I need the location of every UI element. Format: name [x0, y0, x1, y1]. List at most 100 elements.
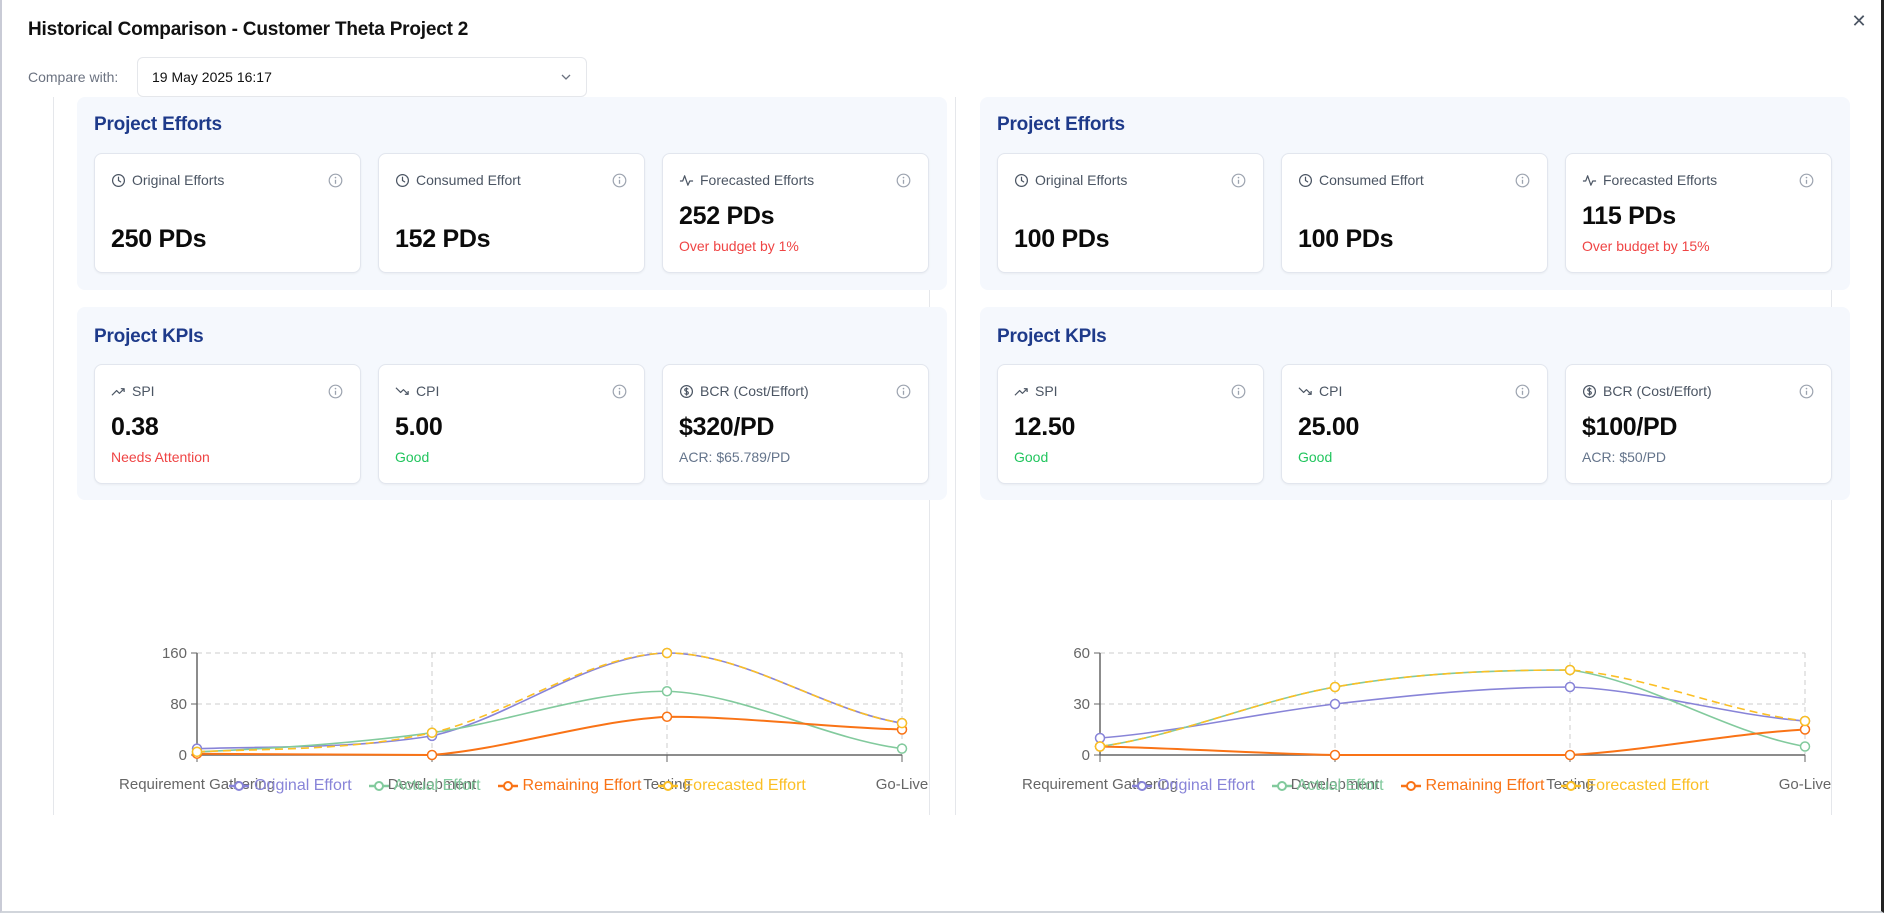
kpi-status: Good	[1014, 449, 1049, 465]
series-line-actual	[1099, 669, 1806, 748]
card-label: BCR (Cost/Effort)	[700, 383, 809, 399]
series-line-actual	[196, 690, 903, 753]
series-line-forecasted	[1099, 669, 1806, 748]
info-icon[interactable]	[612, 173, 627, 188]
kpi-value: 0.38	[111, 413, 159, 441]
info-icon[interactable]	[896, 173, 911, 188]
kpi-value: $320/PD	[679, 413, 775, 441]
card-header: Forecasted Efforts	[679, 172, 814, 188]
card-header: Forecasted Efforts	[1582, 172, 1717, 188]
kpi-value: 25.00	[1298, 413, 1360, 441]
card-value: 100 PDs	[1014, 225, 1110, 253]
kpi-status: ACR: $65.789/PD	[679, 449, 791, 465]
info-icon[interactable]	[1515, 173, 1530, 188]
info-icon[interactable]	[328, 173, 343, 188]
card-label: BCR (Cost/Effort)	[1603, 383, 1712, 399]
card-header: CPI	[395, 383, 439, 399]
card-header: SPI	[1014, 383, 1058, 399]
x-tick-label: Go-Live	[1779, 776, 1832, 793]
data-point-forecasted	[661, 647, 673, 659]
kpi-card-bcr-cost-effort: BCR (Cost/Effort) $100/PD ACR: $50/PD	[1565, 364, 1832, 484]
legend-label: Remaining Effort	[522, 777, 642, 794]
effort-card-original-efforts: Original Efforts 250 PDs	[94, 153, 361, 273]
legend-item-actual[interactable]: Actual Effort	[368, 777, 481, 795]
x-tick-label: Development	[388, 776, 477, 793]
info-icon[interactable]	[896, 384, 911, 399]
info-icon[interactable]	[1515, 384, 1530, 399]
panel-divider	[955, 97, 956, 815]
card-value: 152 PDs	[395, 225, 491, 253]
effort-card-original-efforts: Original Efforts 100 PDs	[997, 153, 1264, 273]
section-title: Project KPIs	[997, 326, 1107, 347]
data-point-forecasted	[896, 717, 908, 729]
data-point-remaining	[1799, 724, 1811, 735]
dollar-circle-icon	[1582, 384, 1597, 398]
legend-item-actual[interactable]: Actual Effort	[1271, 777, 1384, 795]
legend-item-forecasted[interactable]: Forecasted Effort	[657, 777, 806, 795]
card-header: Consumed Effort	[1298, 172, 1424, 188]
series-line-remaining	[1099, 728, 1806, 756]
info-icon[interactable]	[1799, 384, 1814, 399]
activity-icon	[679, 174, 694, 186]
kpi-value: 12.50	[1014, 413, 1076, 441]
legend-label: Forecasted Effort	[683, 777, 806, 794]
x-tick-label: Go-Live	[876, 776, 929, 793]
effort-card-consumed-effort: Consumed Effort 152 PDs	[378, 153, 645, 273]
legend-label: Original Effort	[1157, 777, 1255, 794]
info-icon[interactable]	[612, 384, 627, 399]
legend-item-remaining[interactable]: Remaining Effort	[1400, 777, 1544, 795]
trending-up-icon	[111, 387, 125, 396]
chart-legend: Original Effort Actual Effort Remaining Ef…	[980, 777, 1860, 795]
clock-icon	[1014, 173, 1029, 187]
compare-with-label: Compare with:	[28, 69, 119, 85]
line-marker-icon	[658, 781, 679, 791]
legend-item-original[interactable]: Original Effort	[228, 777, 352, 795]
compare-with-select[interactable]: 19 May 2025 16:17	[137, 57, 587, 97]
legend-item-remaining[interactable]: Remaining Effort	[497, 777, 642, 795]
card-label: Original Efforts	[132, 172, 225, 188]
legend-label: Forecasted Effort	[1586, 777, 1709, 794]
card-label: CPI	[1319, 383, 1343, 399]
info-icon[interactable]	[1799, 173, 1814, 188]
data-point-original	[1564, 681, 1576, 693]
panel-left-border	[53, 97, 54, 815]
card-header: Original Efforts	[111, 172, 224, 188]
chevron-down-icon	[561, 74, 571, 80]
data-point-forecasted	[426, 727, 438, 738]
card-value: 252 PDs	[679, 202, 775, 230]
line-marker-icon	[1271, 781, 1292, 791]
card-value: 100 PDs	[1298, 225, 1394, 253]
data-point-actual	[1799, 741, 1811, 752]
kpi-card-spi: SPI 0.38 Needs Attention	[94, 364, 361, 484]
data-point-original	[1329, 698, 1341, 710]
card-header: Original Efforts	[1014, 172, 1127, 188]
close-icon[interactable]: ✕	[1851, 11, 1867, 31]
info-icon[interactable]	[1231, 173, 1246, 188]
y-tick-label: 30	[1073, 696, 1090, 713]
card-label: SPI	[132, 383, 155, 399]
data-point-forecasted	[1799, 715, 1811, 727]
section-title: Project Efforts	[94, 114, 222, 135]
data-point-forecasted	[1564, 664, 1576, 676]
legend-item-forecasted[interactable]: Forecasted Effort	[1560, 777, 1709, 795]
card-header: SPI	[111, 383, 155, 399]
card-value: 115 PDs	[1582, 202, 1676, 230]
data-point-forecasted	[1094, 741, 1106, 752]
section-title: Project KPIs	[94, 326, 204, 347]
clock-icon	[111, 173, 126, 187]
series-line-original	[1099, 686, 1806, 739]
legend-item-original[interactable]: Original Effort	[1131, 777, 1255, 795]
y-tick-label: 0	[1082, 747, 1090, 764]
project-efforts-section: Project Efforts Original Efforts 250 PDs…	[77, 97, 947, 290]
line-marker-icon	[1400, 781, 1421, 791]
info-icon[interactable]	[1231, 384, 1246, 399]
dialog-title: Historical Comparison - Customer Theta P…	[28, 19, 469, 40]
trending-up-icon	[1014, 387, 1028, 396]
kpi-card-bcr-cost-effort: BCR (Cost/Effort) $320/PD ACR: $65.789/P…	[662, 364, 929, 484]
kpi-card-spi: SPI 12.50 Good	[997, 364, 1264, 484]
card-header: CPI	[1298, 383, 1342, 399]
x-tick-label: Development	[1291, 776, 1380, 793]
data-point-forecasted	[1329, 681, 1341, 693]
info-icon[interactable]	[328, 384, 343, 399]
